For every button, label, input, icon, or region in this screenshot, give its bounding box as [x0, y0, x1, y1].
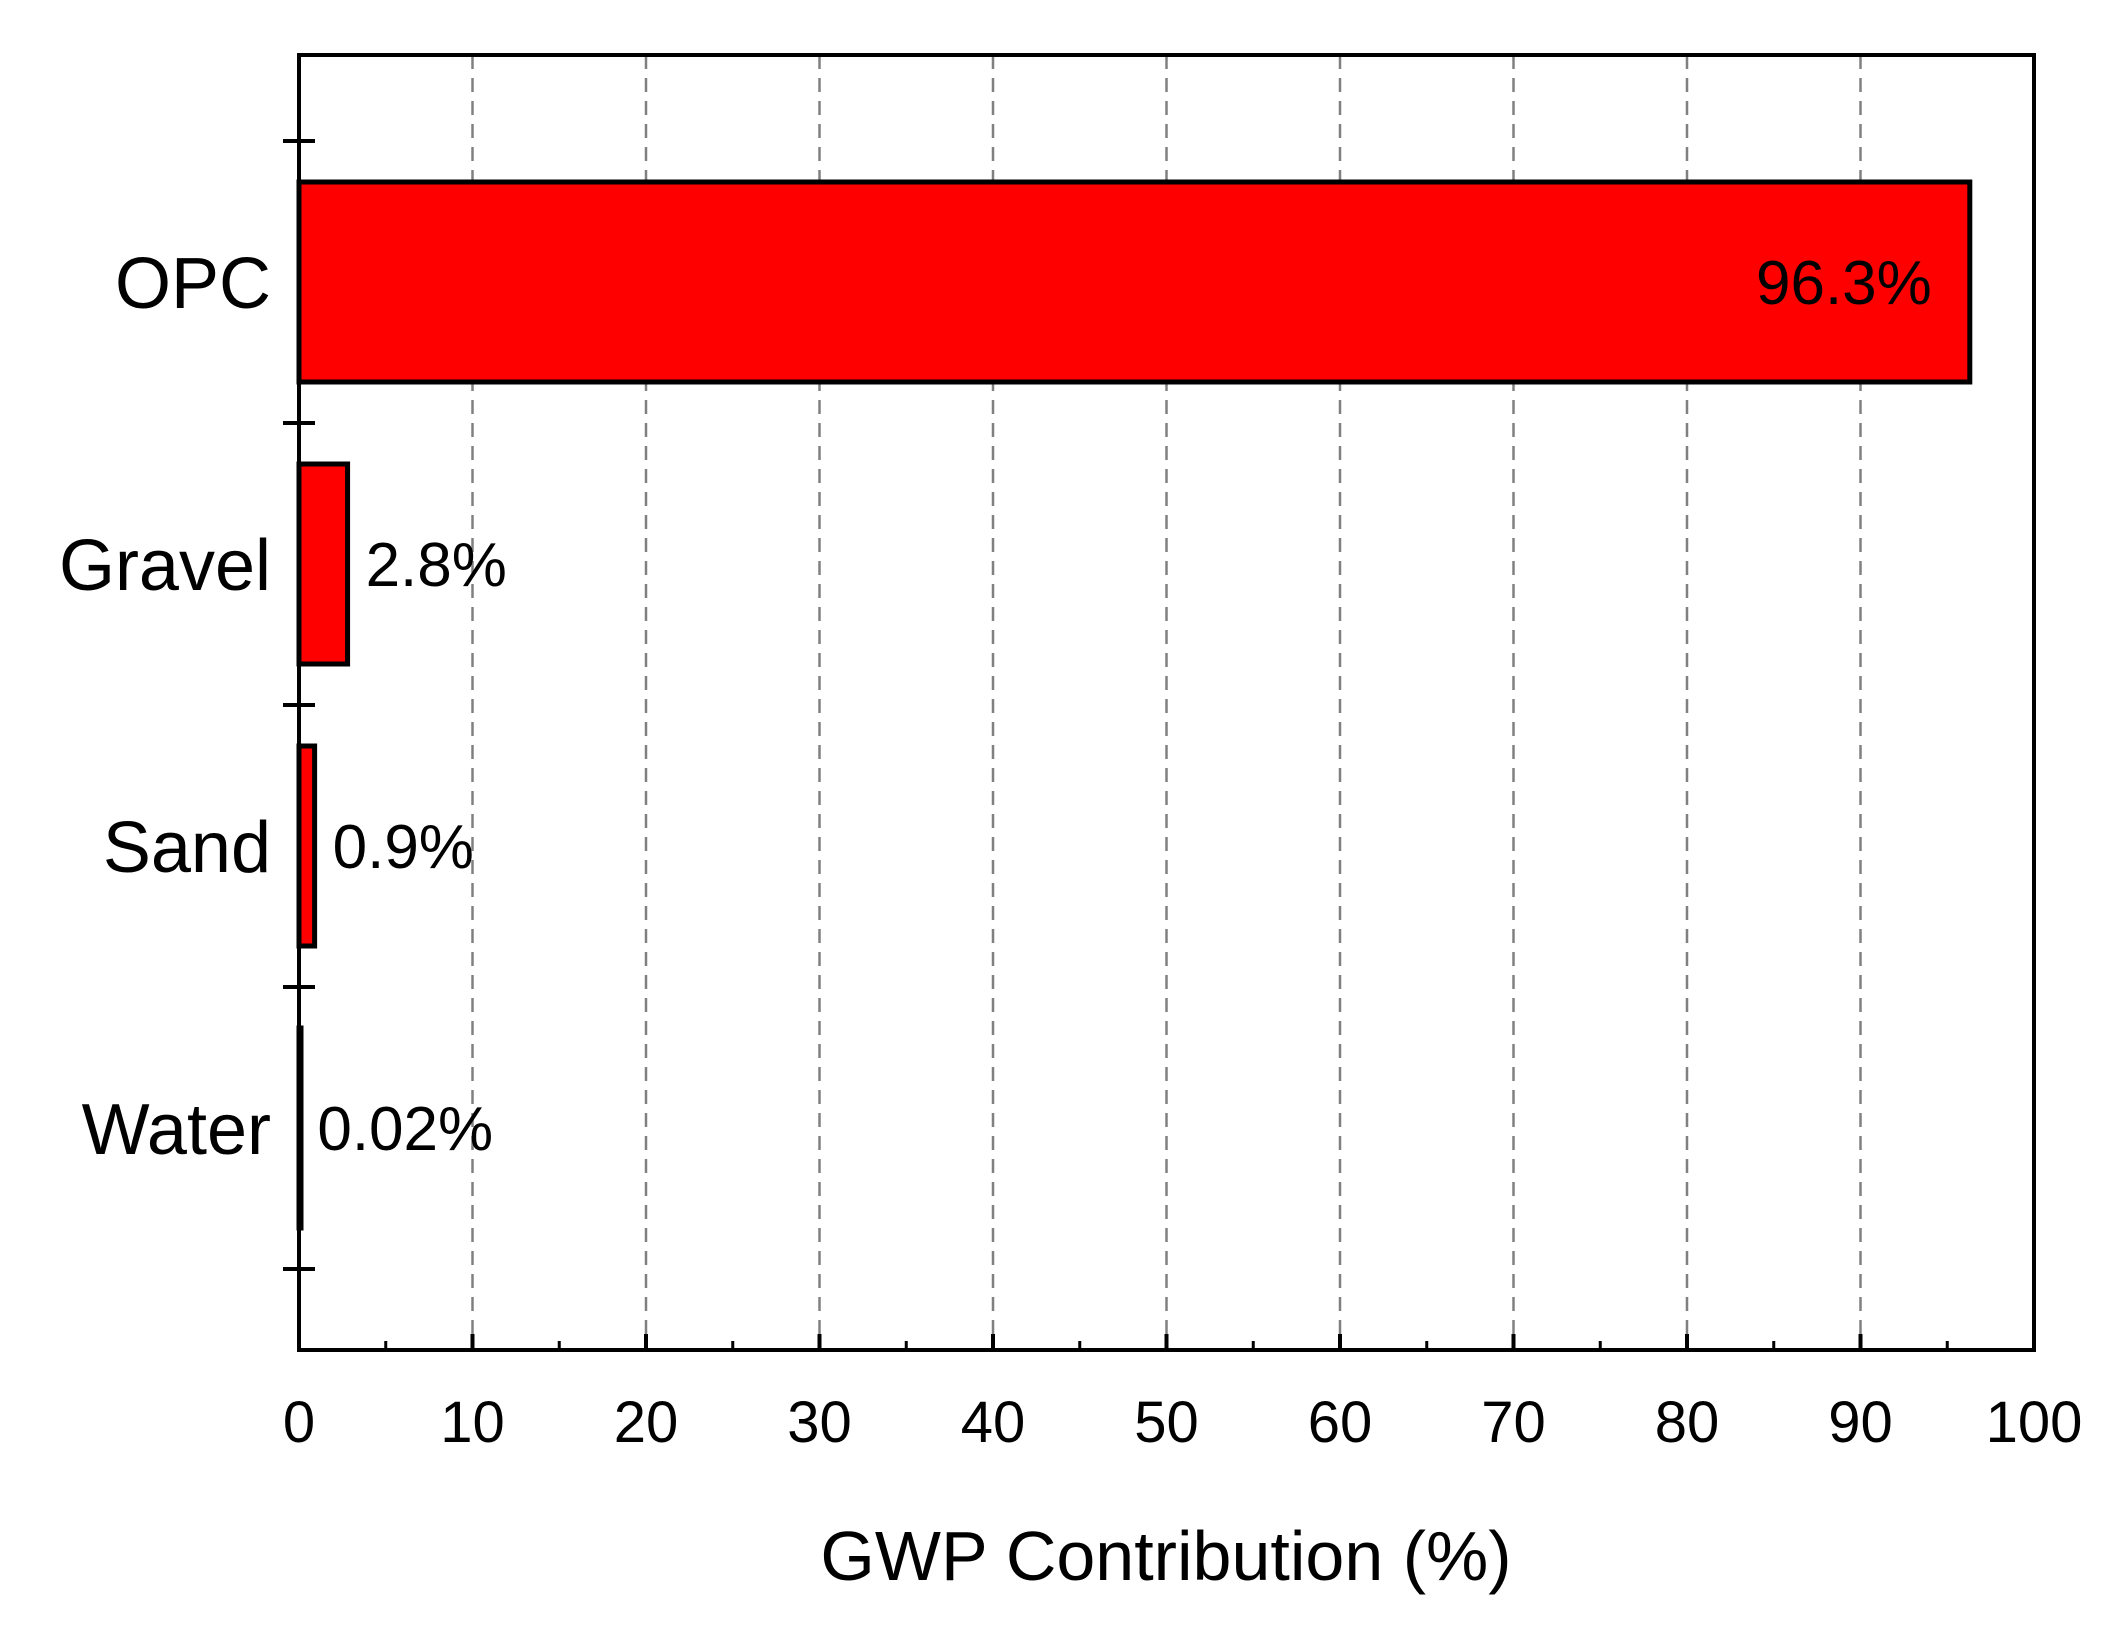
- category-label: Sand: [103, 808, 271, 888]
- data-label: 0.02%: [317, 1095, 493, 1164]
- x-tick-label: 0: [283, 1390, 315, 1455]
- category-label: Gravel: [59, 526, 271, 606]
- x-tick-label: 60: [1308, 1390, 1373, 1455]
- bar: [296, 743, 318, 949]
- data-label: 0.9%: [333, 813, 474, 882]
- bars: [296, 179, 1973, 1231]
- x-tick-label: 30: [787, 1390, 852, 1455]
- x-axis-title: GWP Contribution (%): [820, 1517, 1511, 1595]
- x-tick-label: 20: [614, 1390, 679, 1455]
- category-label: OPC: [115, 244, 271, 324]
- x-tick-label: 70: [1481, 1390, 1546, 1455]
- axis-ticks: [283, 139, 2036, 1350]
- x-tick-label: 40: [961, 1390, 1026, 1455]
- x-tick-label: 10: [440, 1390, 505, 1455]
- data-label: 2.8%: [366, 531, 507, 600]
- bar: [296, 179, 1973, 385]
- axis-labels: 96.3% OPC 2.8% Gravel 0.9% Sand 0.02% Water 0 10 2…: [59, 244, 2082, 1455]
- x-tick-label: 90: [1828, 1390, 1893, 1455]
- x-tick-label: 80: [1655, 1390, 1720, 1455]
- x-tick-label: 100: [1986, 1390, 2083, 1455]
- data-label: 96.3%: [1756, 249, 1932, 318]
- bar: [296, 461, 351, 667]
- x-tick-label: 50: [1134, 1390, 1199, 1455]
- category-label: Water: [82, 1090, 271, 1170]
